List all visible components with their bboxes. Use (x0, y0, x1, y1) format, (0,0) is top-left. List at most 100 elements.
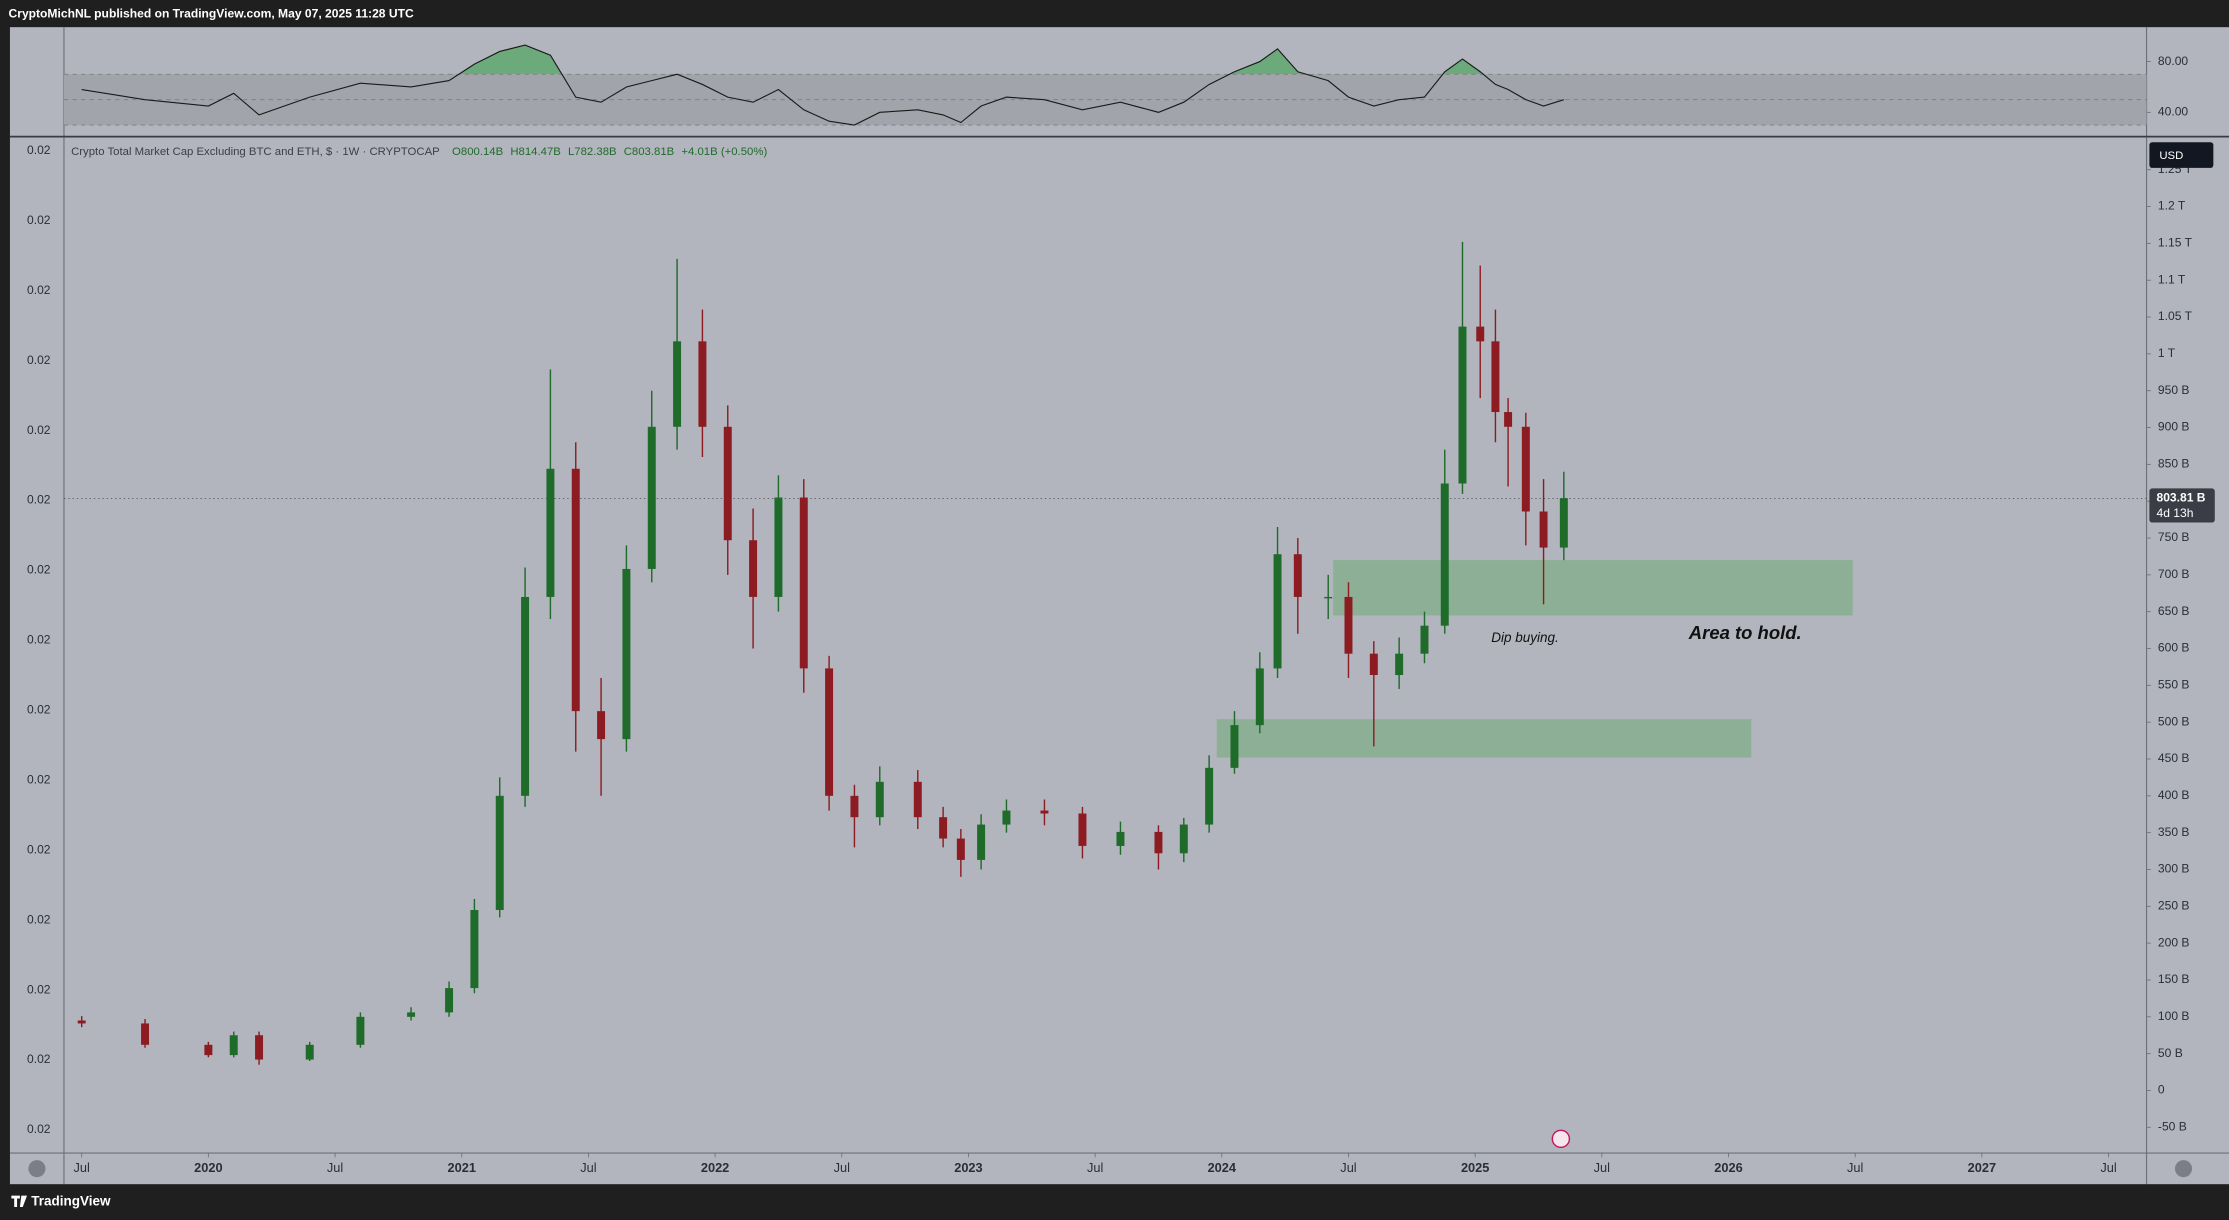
left-tick-label: 0.02 (27, 772, 51, 786)
auto-scale-button[interactable] (2174, 1160, 2193, 1178)
x-tick-label: 2026 (1714, 1160, 1742, 1175)
y-tick-label: 1.1 T (2158, 272, 2186, 286)
candle-body (1344, 596, 1353, 654)
candle-body (571, 468, 580, 712)
candle-body (977, 824, 986, 860)
candle-body (1395, 653, 1404, 676)
candle-body (521, 596, 530, 796)
annotation: Area to hold. (1688, 622, 1802, 643)
last-price-badge (2149, 488, 2215, 523)
y-tick-label: 850 B (2158, 457, 2190, 471)
candle-body (445, 988, 454, 1013)
candle-body (875, 781, 884, 818)
ohlc-value: H814.47B (510, 146, 561, 158)
candle-body (204, 1044, 213, 1056)
left-tick-label: 0.02 (27, 353, 51, 367)
y-tick-label: 50 B (2158, 1046, 2183, 1060)
candle-body (799, 497, 808, 669)
candle-body (749, 540, 758, 597)
event-icon[interactable] (1551, 1129, 1571, 1149)
zone (1216, 719, 1752, 758)
candle-body (229, 1035, 238, 1056)
x-tick-label: 2024 (1208, 1160, 1237, 1175)
x-tick-label: Jul (1087, 1160, 1103, 1175)
left-tick-label: 0.02 (27, 633, 51, 647)
x-tick-label: 2023 (954, 1160, 982, 1175)
candle-body (597, 711, 606, 740)
rsi-tick-label: 80.00 (2158, 54, 2189, 68)
candle-body (774, 497, 783, 597)
x-tick-label: Jul (74, 1160, 90, 1175)
y-tick-label: 1.15 T (2158, 236, 2193, 250)
left-tick-label: 0.02 (27, 912, 51, 926)
candle-body (356, 1016, 365, 1045)
candle-body (1458, 326, 1467, 484)
candle-body (407, 1012, 416, 1017)
y-tick-label: 600 B (2158, 641, 2190, 655)
candle-body (939, 817, 948, 839)
x-tick-label: Jul (1847, 1160, 1863, 1175)
y-tick-label: 900 B (2158, 420, 2190, 434)
chart-background (9, 27, 2229, 1185)
candle-body (647, 426, 656, 569)
candle-body (1559, 498, 1568, 548)
y-tick-label: 300 B (2158, 862, 2190, 876)
y-tick-label: 550 B (2158, 678, 2190, 692)
candle-body (141, 1023, 150, 1045)
y-tick-label: 750 B (2158, 530, 2190, 544)
candle-body (1040, 810, 1049, 814)
candle-body (1293, 554, 1302, 597)
candle-body (1179, 824, 1188, 854)
footer-bar (0, 1184, 2229, 1220)
candle-body (1230, 725, 1239, 768)
left-tick-label: 0.02 (27, 143, 51, 157)
rsi-overbought-fill (458, 45, 1484, 75)
candle-body (956, 838, 965, 860)
candle-body (673, 341, 682, 427)
candle-body (1255, 668, 1264, 726)
last-price-label: 803.81 B (2157, 491, 2206, 505)
candle-body (1420, 625, 1429, 654)
y-tick-label: 450 B (2158, 751, 2190, 765)
settings-button[interactable] (28, 1160, 46, 1178)
candle-body (495, 795, 504, 911)
y-tick-label: 1.2 T (2158, 199, 2186, 213)
candle-body (255, 1035, 264, 1060)
y-tick-label: 700 B (2158, 567, 2190, 581)
currency-badge[interactable] (2149, 142, 2214, 168)
price-pane: Dip buying. Area to hold. (63, 241, 2147, 1065)
bar-countdown: 4d 13h (2157, 506, 2194, 520)
y-tick-label: 650 B (2158, 604, 2190, 618)
y-tick-label: 950 B (2158, 383, 2190, 397)
x-tick-label: 2027 (1968, 1160, 1996, 1175)
left-tick-label: 0.02 (27, 982, 51, 996)
x-tick-label: 2020 (194, 1160, 222, 1175)
left-tick-label: 0.02 (27, 493, 51, 507)
currency-label: USD (2159, 150, 2183, 162)
candle-body (1440, 483, 1449, 626)
left-tick-label: 0.02 (27, 703, 51, 717)
x-tick-label: 2022 (701, 1160, 729, 1175)
candle-body (1078, 813, 1087, 846)
ohlc-value: L782.38B (568, 146, 617, 158)
left-tick-label: 0.02 (27, 842, 51, 856)
candle-body (546, 468, 555, 597)
candle-body (825, 668, 834, 796)
candle-body (1324, 596, 1333, 599)
candle-body (1205, 767, 1214, 825)
candle-body (1491, 341, 1500, 413)
ohlc-value: C803.81B (624, 146, 675, 158)
candle-body (723, 426, 732, 541)
x-tick-label: Jul (834, 1160, 850, 1175)
left-tick-label: 0.02 (27, 563, 51, 577)
left-tick-label: 0.02 (27, 283, 51, 297)
rsi-pane (63, 44, 2147, 126)
y-tick-label: 500 B (2158, 714, 2190, 728)
brand-name: TradingView (31, 1194, 111, 1209)
x-tick-label: 2025 (1461, 1160, 1489, 1175)
candle-body (1154, 831, 1163, 854)
x-tick-label: Jul (1594, 1160, 1610, 1175)
axes: -50 B 0 50 B 100 B 150 B 200 B 250 B 300 B 350 B… (27, 143, 2215, 1175)
